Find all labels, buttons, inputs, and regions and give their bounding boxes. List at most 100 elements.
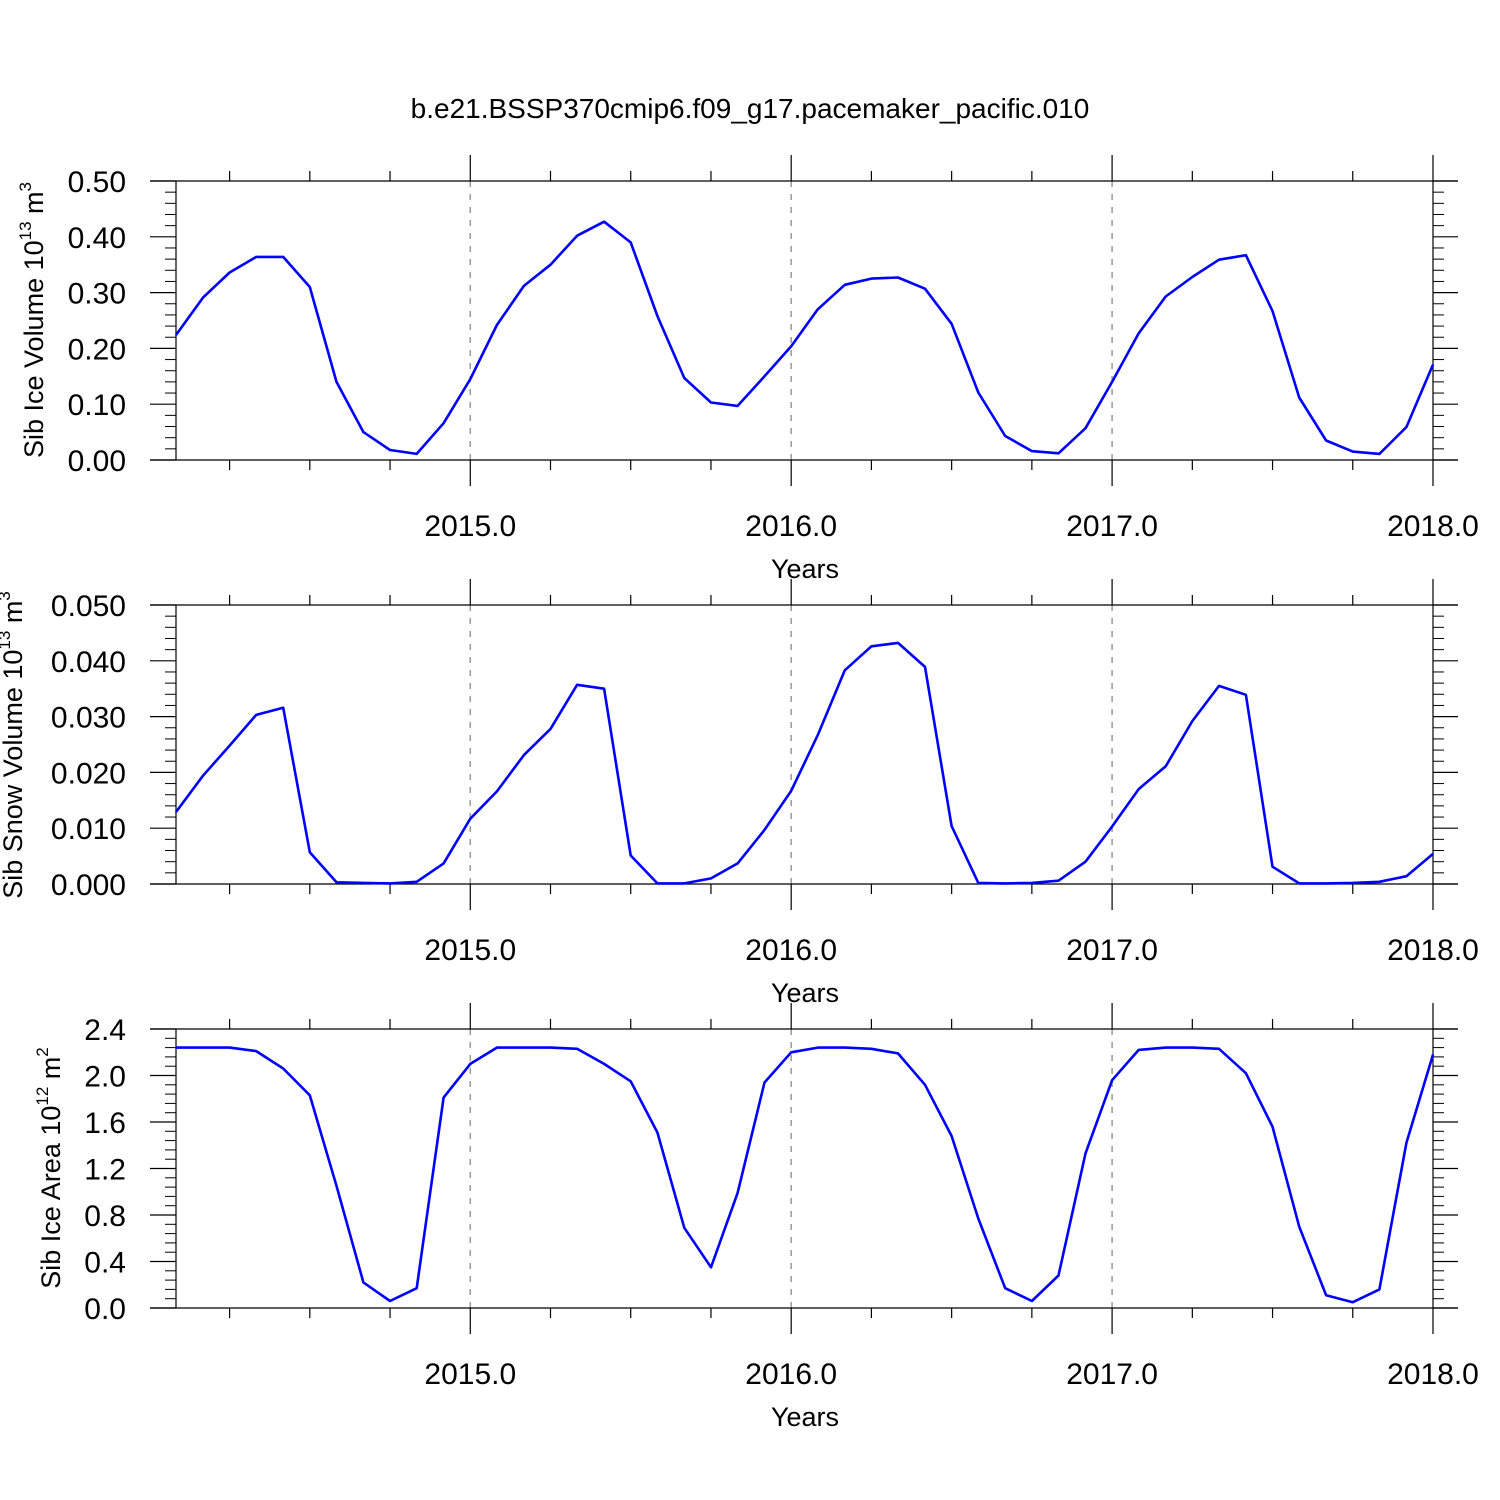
y-tick-label: 2.4 <box>84 1014 126 1047</box>
data-point <box>255 714 258 716</box>
data-point <box>415 880 418 883</box>
data-point <box>1298 1225 1300 1228</box>
data-point <box>656 1131 659 1134</box>
data-point <box>817 1046 819 1049</box>
data-point <box>1218 1047 1220 1050</box>
data-point <box>1137 1049 1140 1051</box>
data-point <box>1111 825 1113 828</box>
data-point <box>576 683 578 686</box>
x-axis-title: Years <box>771 978 839 1008</box>
data-point <box>897 1052 899 1055</box>
data-point <box>523 754 525 756</box>
data-point <box>228 271 231 274</box>
data-point <box>1378 880 1381 883</box>
data-point <box>790 790 792 792</box>
data-point <box>309 851 311 853</box>
data-point <box>1031 882 1033 884</box>
data-point <box>1325 882 1327 885</box>
data-point <box>469 817 472 820</box>
data-point <box>629 1080 632 1083</box>
data-point <box>1298 882 1300 885</box>
y-tick-label: 0.000 <box>51 869 126 902</box>
data-point <box>1351 450 1354 453</box>
data-point <box>897 276 899 279</box>
y-axis-title: Sib Snow Volume 1013 m3 <box>0 591 28 899</box>
data-point <box>656 882 659 885</box>
data-point <box>1432 853 1434 855</box>
data-point <box>924 666 926 668</box>
data-point <box>549 263 552 266</box>
y-tick-label: 0.20 <box>68 333 126 366</box>
data-point <box>603 220 605 223</box>
data-point <box>950 825 953 827</box>
data-point <box>1405 426 1408 428</box>
data-point <box>1164 1046 1167 1049</box>
x-tick-label: 2017.0 <box>1066 510 1158 543</box>
data-point <box>977 882 980 884</box>
data-point <box>469 1063 472 1065</box>
data-point <box>549 728 552 730</box>
data-point <box>282 1067 284 1070</box>
y-tick-label: 1.2 <box>84 1154 126 1187</box>
data-point <box>362 431 365 433</box>
data-point <box>1218 685 1220 687</box>
x-tick-label: 2017.0 <box>1066 934 1158 967</box>
data-point <box>683 377 686 379</box>
data-point <box>496 324 498 326</box>
data-point <box>576 1047 578 1050</box>
data-point <box>255 1050 258 1052</box>
y-tick-label: 0.050 <box>51 590 126 623</box>
data-point <box>1405 1142 1408 1144</box>
data-point <box>1405 875 1408 877</box>
data-point <box>1271 865 1274 868</box>
y-tick-label: 0.00 <box>68 445 126 478</box>
data-point <box>683 1226 686 1229</box>
data-point <box>389 1300 391 1302</box>
data-point <box>817 308 819 311</box>
y-tick-label: 0.020 <box>51 757 126 790</box>
data-point <box>1271 310 1274 312</box>
data-point <box>843 1046 846 1049</box>
data-point <box>523 285 525 287</box>
data-point <box>817 734 819 736</box>
data-point <box>389 449 391 451</box>
data-point <box>603 1063 605 1065</box>
data-point <box>442 422 445 424</box>
data-point <box>1004 1287 1007 1290</box>
y-axis-title: Sib Ice Volume 1013 m3 <box>16 182 49 458</box>
data-point <box>1164 765 1167 768</box>
y-tick-label: 0.4 <box>84 1247 126 1280</box>
data-point <box>1031 450 1033 452</box>
data-point <box>496 1046 498 1049</box>
x-tick-label: 2017.0 <box>1066 1358 1158 1391</box>
y-tick-label: 0.30 <box>68 278 126 311</box>
y-tick-label: 0.40 <box>68 222 126 255</box>
chart-panel-1: 0.00 0.10 0.20 0.30 0.40 0.50 2015.0 2016.0 2017… <box>16 155 1479 584</box>
data-point <box>763 829 766 831</box>
x-tick-label: 2015.0 <box>424 1358 516 1391</box>
data-point <box>1298 396 1300 399</box>
data-point <box>496 790 498 793</box>
data-point <box>1378 1288 1381 1291</box>
data-point <box>335 1185 338 1187</box>
data-point <box>228 1046 231 1049</box>
data-point <box>1111 381 1113 383</box>
x-tick-label: 2016.0 <box>745 1358 837 1391</box>
x-tick-label: 2018.0 <box>1387 510 1479 543</box>
y-axis-title: Sib Ice Area 1012 m2 <box>33 1047 66 1289</box>
data-point <box>228 744 231 747</box>
data-point <box>1351 882 1354 884</box>
figure-title: b.e21.BSSP370cmip6.f09_g17.pacemaker_pac… <box>411 93 1090 124</box>
data-point <box>710 1266 712 1269</box>
data-point <box>1084 427 1087 429</box>
chart-panel-3: 0.0 0.4 0.8 1.2 1.6 2.0 2.4 2015.0 2016.0 2017.0 2… <box>33 1003 1479 1432</box>
data-point <box>1351 1301 1354 1303</box>
data-point <box>1057 452 1060 455</box>
data-point <box>1137 788 1140 790</box>
y-tick-label: 0.50 <box>68 166 126 199</box>
data-point <box>415 453 418 455</box>
data-point <box>175 811 177 813</box>
data-point <box>710 877 712 880</box>
data-point <box>175 1046 177 1049</box>
data-point <box>1245 254 1247 257</box>
